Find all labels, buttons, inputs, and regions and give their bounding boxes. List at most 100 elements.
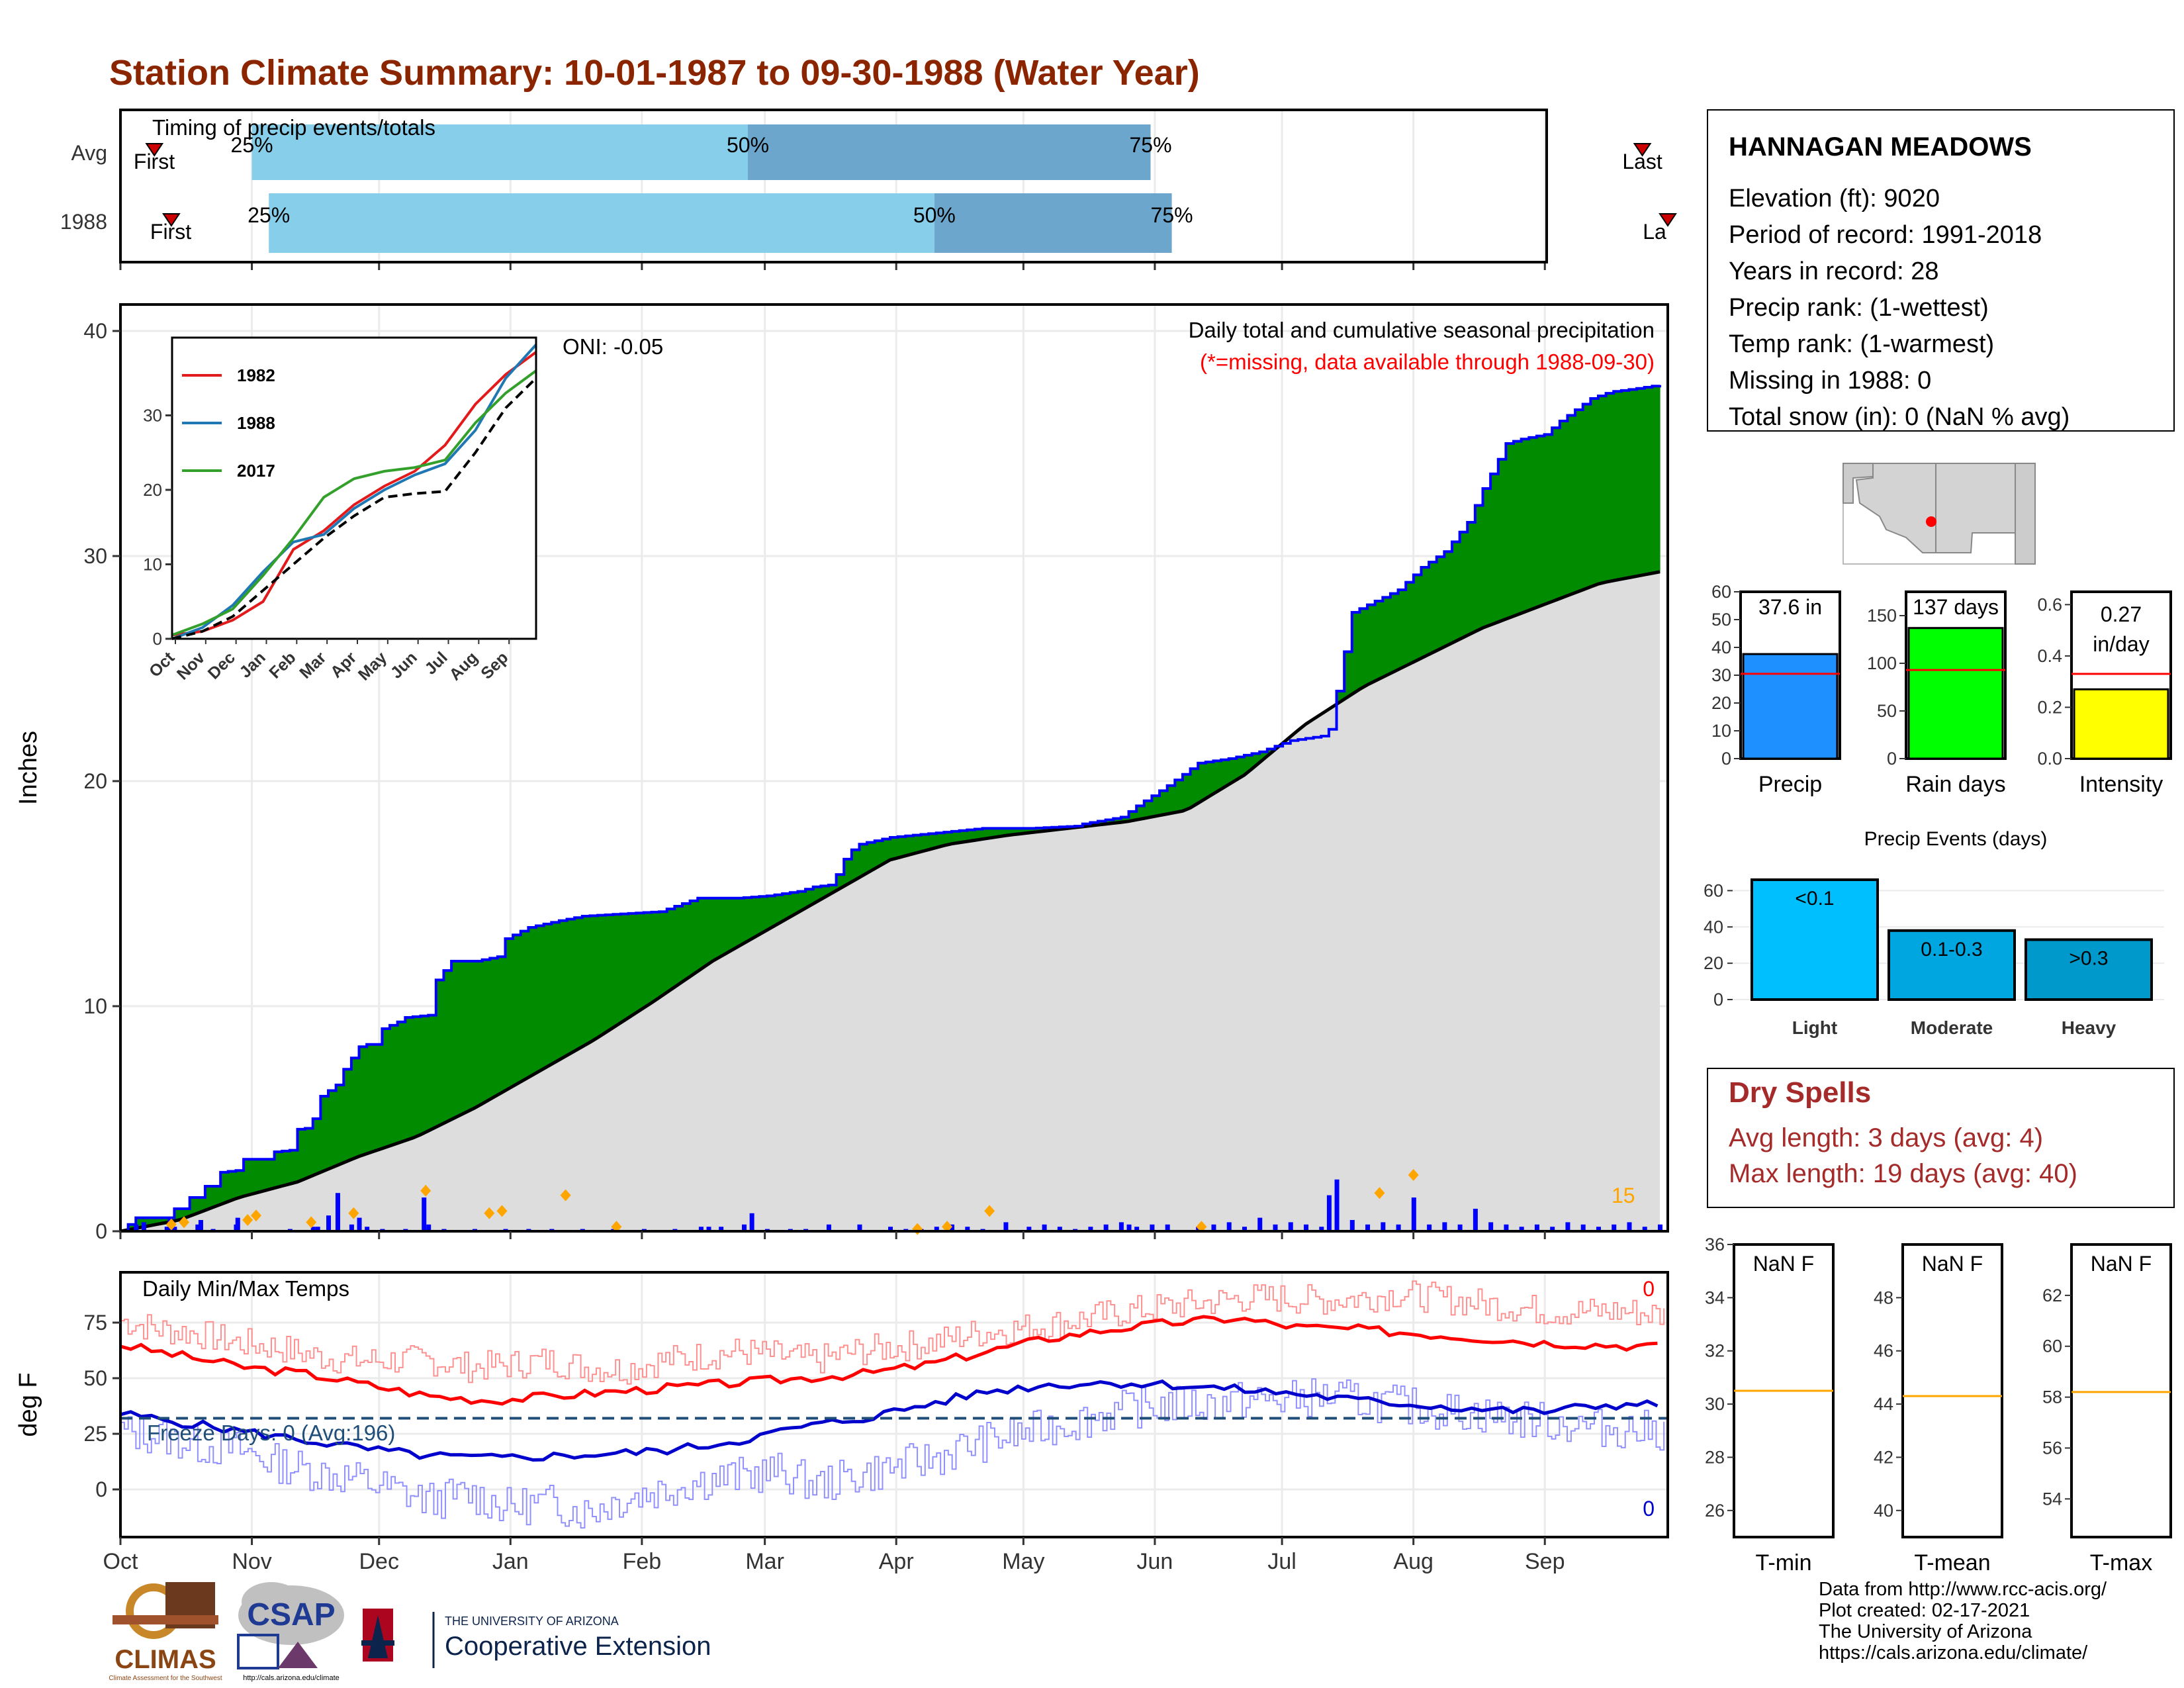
above-avg-fill xyxy=(590,915,598,1043)
events-bar xyxy=(1751,878,1879,1001)
above-avg-fill xyxy=(905,835,914,856)
above-avg-fill xyxy=(605,914,614,1033)
daily-precip-bar xyxy=(1304,1224,1309,1231)
above-avg-fill xyxy=(1598,396,1607,585)
temp-summary-value-label: NaN F xyxy=(1922,1252,1983,1276)
record-daily-marker xyxy=(496,1205,508,1217)
daily-precip-bar xyxy=(141,1222,146,1231)
daily-precip-bar xyxy=(198,1220,203,1231)
above-avg-fill xyxy=(613,914,621,1028)
above-avg-fill xyxy=(559,920,568,1060)
summary-ytick-label: 0.6 xyxy=(2037,594,2062,614)
cum-ytick-label: 10 xyxy=(83,994,107,1018)
temp-summary-ytick-label: 46 xyxy=(1874,1341,1893,1361)
daily-precip-bar xyxy=(1103,1224,1109,1231)
above-avg-fill xyxy=(505,939,514,1091)
events-category-label: Heavy xyxy=(2062,1017,2116,1038)
above-avg-fill xyxy=(790,892,799,917)
first-event-marker xyxy=(145,143,164,157)
above-avg-fill xyxy=(343,1069,352,1163)
above-avg-fill xyxy=(1567,415,1576,596)
locator-map xyxy=(1843,463,2036,565)
csap-logo: CSAP http://cals.arizona.edu/climate xyxy=(237,1582,344,1682)
summary-value-label: 0.27 xyxy=(2101,602,2142,626)
above-avg-fill xyxy=(782,894,791,921)
above-avg-fill xyxy=(1590,399,1599,587)
timing-pct-label: 75% xyxy=(1151,203,1193,227)
daily-precip-bar xyxy=(706,1227,711,1231)
temp-summary-ytick-label: 30 xyxy=(1705,1394,1725,1414)
daily-precip-bar xyxy=(164,1227,169,1231)
daily-precip-bar xyxy=(1349,1220,1355,1231)
above-avg-fill xyxy=(1429,562,1437,655)
station-info-box: HANNAGAN MEADOWS Elevation (ft): 9020 Pe… xyxy=(1707,109,2175,432)
daily-precip-bar xyxy=(1565,1222,1570,1231)
above-avg-fill xyxy=(567,919,575,1056)
temp-summary-ytick-label: 48 xyxy=(1874,1288,1893,1307)
above-avg-fill xyxy=(1451,541,1461,643)
month-tick-label: May xyxy=(1002,1549,1044,1574)
temp-ytick-label: 0 xyxy=(95,1477,107,1501)
timing-pct-label: 75% xyxy=(1130,133,1172,157)
above-avg-fill xyxy=(1351,612,1361,694)
temp-summary-ytick-label: 62 xyxy=(2042,1286,2062,1305)
timing-pct-label: 25% xyxy=(248,203,290,227)
temp-ytick-label: 25 xyxy=(83,1422,107,1446)
daily-precip-bar xyxy=(357,1217,362,1231)
daily-precip-bar xyxy=(315,1227,320,1231)
footer-credits: Data from http://www.rcc-acis.org/ Plot … xyxy=(1819,1579,2107,1664)
station-location-marker xyxy=(1926,516,1936,527)
above-avg-fill xyxy=(244,1159,252,1197)
daily-precip-bar xyxy=(1504,1224,1509,1231)
csap-logo-url: http://cals.arizona.edu/climate xyxy=(243,1674,340,1682)
above-avg-fill xyxy=(1375,601,1383,681)
above-avg-fill xyxy=(1621,390,1630,579)
month-tick-label: Dec xyxy=(359,1549,398,1574)
station-period: Period of record: 1991-2018 xyxy=(1729,221,2042,249)
daily-precip-bar xyxy=(1381,1222,1386,1231)
avg-cumulative-area xyxy=(120,571,1660,1231)
record-daily-marker xyxy=(560,1189,571,1201)
daily-precip-bar xyxy=(742,1224,747,1231)
daily-precip-bar xyxy=(365,1227,370,1231)
above-avg-fill xyxy=(859,844,868,878)
first-event-label: First xyxy=(134,150,175,173)
above-avg-fill xyxy=(305,1128,314,1179)
inset-ytick-label: 30 xyxy=(143,406,162,426)
above-avg-fill xyxy=(251,1159,259,1195)
daily-precip-bar xyxy=(1442,1222,1447,1231)
above-avg-fill xyxy=(390,1025,398,1146)
temp-summary-ytick-label: 32 xyxy=(1705,1341,1725,1361)
above-avg-fill xyxy=(1367,604,1376,685)
above-avg-fill xyxy=(1544,434,1553,605)
station-name: HANNAGAN MEADOWS xyxy=(1729,132,2032,162)
daily-precip-bar xyxy=(172,1227,177,1231)
daily-precip-bar xyxy=(235,1217,240,1231)
above-avg-fill xyxy=(474,961,483,1108)
above-avg-fill xyxy=(890,837,899,860)
temp-summary-ytick-label: 56 xyxy=(2042,1438,2062,1458)
daily-precip-bar xyxy=(1242,1227,1247,1231)
above-avg-fill xyxy=(128,1224,136,1230)
ua-logo-large: Cooperative Extension xyxy=(445,1632,711,1661)
timing-title: Timing of precip events/totals xyxy=(152,115,435,140)
footer-university: The University of Arizona xyxy=(1819,1621,2032,1642)
footer-source: Data from http://www.rcc-acis.org/ xyxy=(1819,1579,2107,1600)
avg-max-temp-line xyxy=(120,1315,1658,1406)
above-avg-fill xyxy=(382,1029,390,1149)
above-avg-fill xyxy=(443,970,452,1123)
above-avg-fill xyxy=(328,1090,337,1170)
above-avg-fill xyxy=(1529,437,1537,610)
daily-precip-bar xyxy=(1134,1227,1140,1231)
daily-precip-bar xyxy=(1627,1222,1632,1231)
daily-precip-bar xyxy=(1612,1224,1617,1231)
daily-precip-bar xyxy=(749,1213,754,1231)
month-tick-label: Nov xyxy=(232,1549,271,1574)
above-avg-fill xyxy=(351,1058,360,1160)
timing-bar-early xyxy=(251,124,749,180)
station-elevation: Elevation (ft): 9020 xyxy=(1729,185,1940,212)
summary-ytick-label: 50 xyxy=(1877,701,1897,721)
record-daily-marker xyxy=(420,1184,432,1197)
daily-precip-bar xyxy=(1411,1197,1416,1231)
